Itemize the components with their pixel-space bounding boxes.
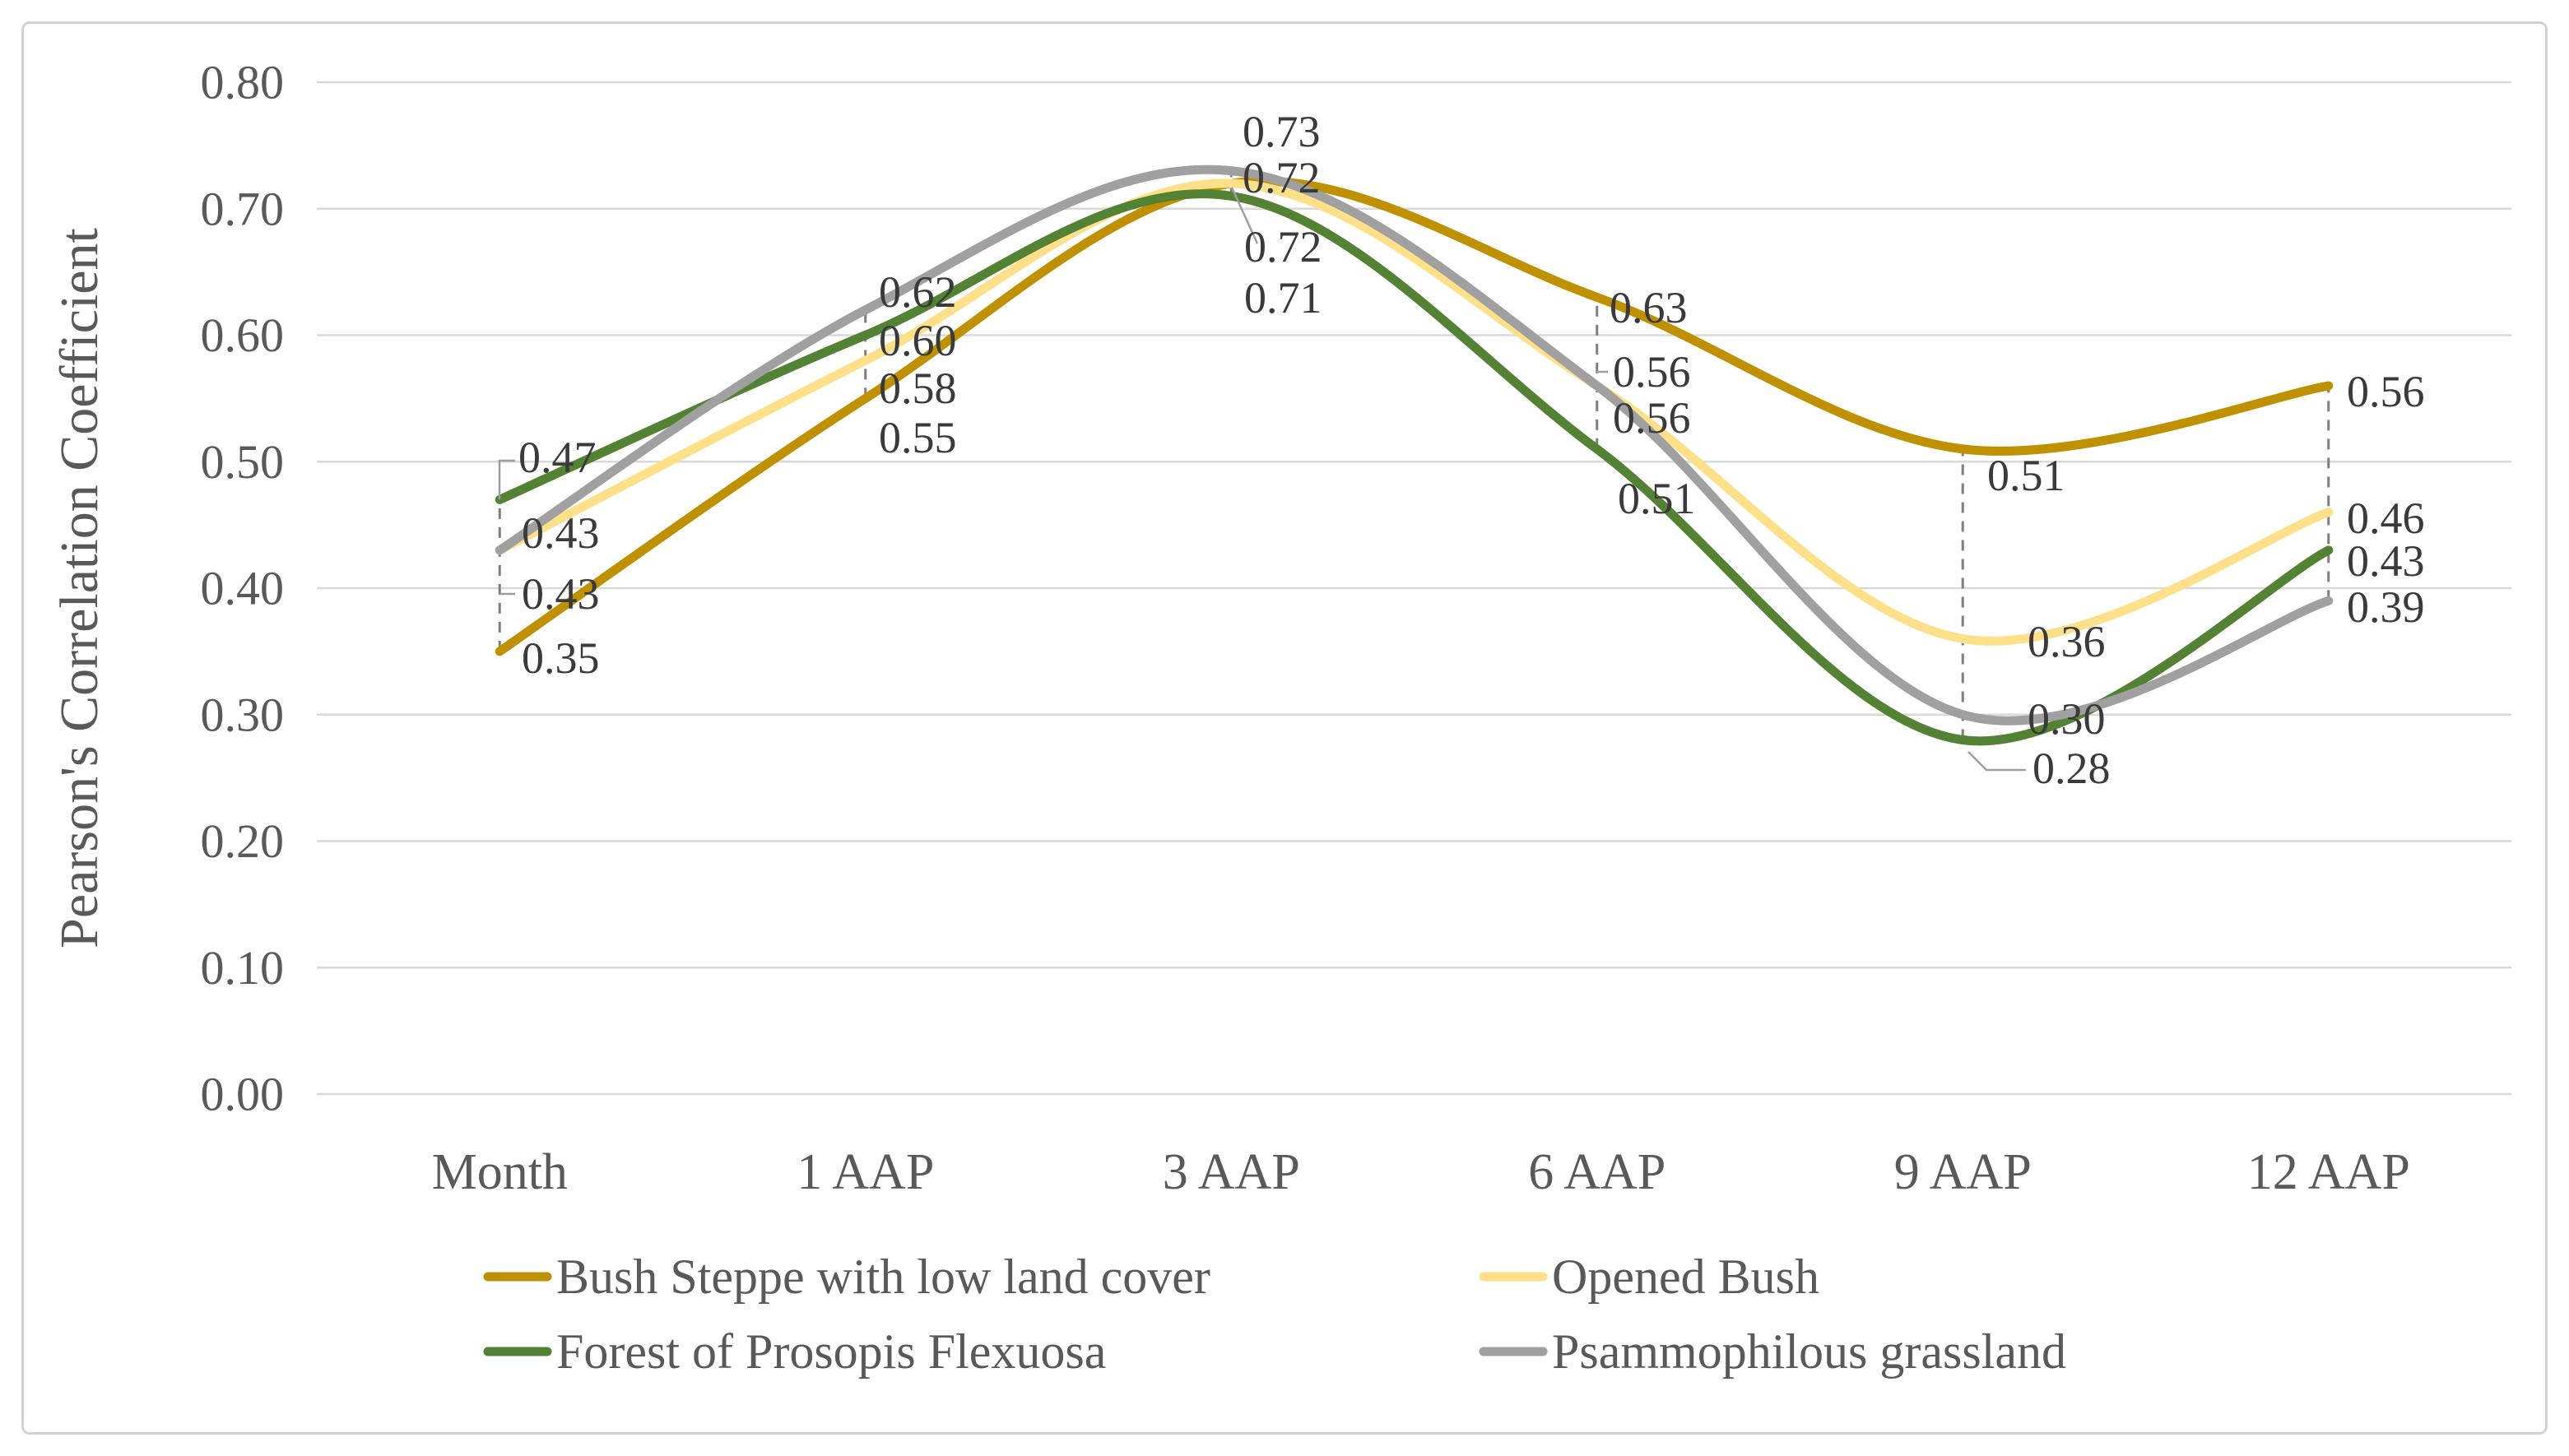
data-label: 0.43 xyxy=(522,508,600,558)
legend-label: Psammophilous grassland xyxy=(1552,1324,2066,1379)
leader-line xyxy=(1967,751,2026,772)
data-label: 0.71 xyxy=(1244,273,1322,322)
y-axis-title: Pearson's Correlation Coefficient xyxy=(49,228,109,948)
y-tick-label: 0.00 xyxy=(201,1068,285,1121)
y-tick-label: 0.50 xyxy=(201,435,285,489)
data-label: 0.39 xyxy=(2347,582,2425,632)
legend-label: Forest of Prosopis Flexuosa xyxy=(556,1324,1106,1379)
data-label: 0.60 xyxy=(879,316,957,365)
y-tick-label: 0.10 xyxy=(201,941,285,995)
series-line-1 xyxy=(495,176,2334,656)
data-label: 0.58 xyxy=(879,364,957,413)
x-category-label: 6 AAP xyxy=(1528,1144,1665,1200)
gridline-group xyxy=(317,81,2511,1096)
data-label: 0.47 xyxy=(518,433,597,482)
y-axis-tick-labels: 0.00 0.10 0.20 0.30 0.40 0.50 0.60 0.70 0.80 xyxy=(201,56,285,1121)
data-label: 0.43 xyxy=(522,569,600,619)
data-label: 0.51 xyxy=(1618,474,1696,523)
data-label: 0.56 xyxy=(2347,367,2425,416)
leader-line xyxy=(1230,187,1259,244)
legend: Bush Steppe with low land cover Opened Bu… xyxy=(483,1250,2066,1379)
data-label: 0.56 xyxy=(1613,393,1691,443)
x-axis-category-labels: Month 1 AAP 3 AAP 6 AAP 9 AAP 12 AAP xyxy=(432,1144,2410,1200)
data-label: 0.55 xyxy=(879,413,957,462)
data-label: 0.36 xyxy=(2028,617,2106,666)
data-label: 0.35 xyxy=(522,633,600,683)
data-label: 0.62 xyxy=(879,267,957,317)
data-label: 0.73 xyxy=(1243,107,1321,156)
data-label: 0.43 xyxy=(2347,536,2425,586)
y-tick-label: 0.40 xyxy=(201,562,285,615)
data-label: 0.28 xyxy=(2032,744,2111,793)
y-tick-label: 0.20 xyxy=(201,814,285,868)
data-label: 0.72 xyxy=(1243,153,1321,202)
figure-border xyxy=(21,21,2548,1435)
x-category-label: 9 AAP xyxy=(1894,1144,2032,1200)
series-line-2 xyxy=(495,179,2334,646)
y-tick-label: 0.80 xyxy=(201,56,285,109)
x-category-label: 3 AAP xyxy=(1163,1144,1300,1200)
leader-line xyxy=(498,459,515,499)
leader-lines-group xyxy=(498,187,2026,772)
data-label: 0.72 xyxy=(1244,222,1322,271)
series-lines-group xyxy=(495,165,2334,746)
data-label: 0.63 xyxy=(1610,283,1688,332)
legend-label: Bush Steppe with low land cover xyxy=(556,1250,1210,1304)
y-tick-label: 0.70 xyxy=(201,182,285,235)
data-labels-group: 0.470.430.430.350.620.600.580.550.730.72… xyxy=(518,107,2425,793)
data-label: 0.56 xyxy=(1613,347,1691,396)
data-label: 0.46 xyxy=(2347,494,2425,543)
data-label: 0.30 xyxy=(2028,694,2106,744)
y-tick-label: 0.30 xyxy=(201,688,285,741)
legend-label: Opened Bush xyxy=(1552,1250,1819,1304)
data-label: 0.51 xyxy=(1987,451,2065,500)
x-category-label: 1 AAP xyxy=(797,1144,934,1200)
series-line-3 xyxy=(495,189,2334,746)
y-tick-label: 0.60 xyxy=(201,308,285,362)
x-category-label: 12 AAP xyxy=(2247,1144,2410,1200)
series-line-4 xyxy=(495,165,2334,726)
x-category-label: Month xyxy=(432,1144,568,1200)
